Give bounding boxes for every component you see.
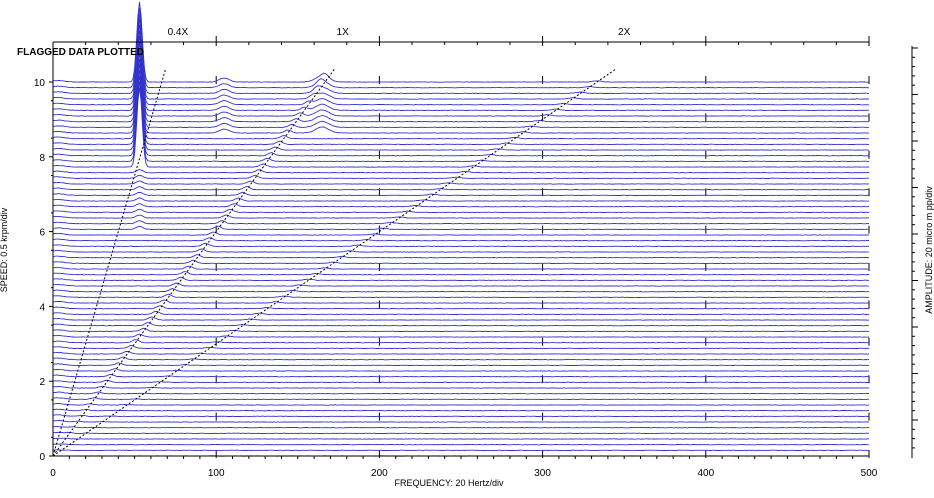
waterfall-trace [53,197,870,202]
waterfall-trace [52,373,869,378]
waterfall-trace [52,191,870,196]
amplitude-axis-title: AMPLITUDE: 20 micro m pp/div [924,186,934,314]
waterfall-trace [52,64,870,145]
waterfall-trace [52,52,870,134]
waterfall-trace [53,414,870,417]
waterfall-trace [52,299,870,304]
x-axis-title: FREQUENCY: 20 Hertz/div [394,478,504,488]
waterfall-trace [52,75,870,157]
order-lines [52,68,617,457]
waterfall-trace [52,180,870,185]
x-tick-labels: 0 100 200 300 400 500 [50,468,878,479]
waterfall-trace [52,220,870,225]
x-tick-label: 500 [861,468,878,479]
waterfall-trace [52,237,869,242]
waterfall-trace [52,276,870,281]
waterfall-trace [52,310,870,315]
waterfall-trace [52,402,870,406]
y-tick-label: 2 [39,377,45,388]
amplitude-scale [911,46,918,458]
waterfall-trace [53,1,870,83]
waterfall-trace [52,293,870,298]
waterfall-trace [52,368,870,372]
y-tick-label: 10 [34,78,46,89]
waterfall-trace [52,344,870,349]
waterfall-trace [53,449,870,451]
waterfall-trace [52,18,869,100]
flagged-data-label: FLAGGED DATA PLOTTED [17,47,144,58]
y-tick-label: 8 [39,153,45,164]
waterfall-trace [52,208,870,213]
waterfall-trace [52,265,870,270]
order-line [52,68,617,457]
waterfall-trace [52,259,870,264]
waterfall-trace [52,225,869,230]
waterfall-trace [52,58,870,140]
waterfall-trace [52,13,869,94]
waterfall-trace [52,397,870,400]
waterfall-trace [53,437,870,440]
waterfall-trace [52,248,869,253]
waterfall-trace [52,81,870,162]
waterfall-trace [52,231,870,236]
waterfall-trace [52,305,870,310]
y-tick-label: 0 [39,452,45,463]
waterfall-trace [52,30,870,111]
waterfall-trace [52,70,870,151]
x-tick-label: 200 [371,468,388,479]
order-label: 0.4X [168,27,189,38]
waterfall-trace [52,242,870,247]
waterfall-trace [52,379,870,383]
waterfall-trace [52,174,869,179]
y-tick-label: 4 [39,302,45,313]
waterfall-trace [53,408,870,412]
waterfall-trace [52,7,870,89]
waterfall-trace [52,333,870,338]
waterfall-trace [52,186,870,191]
waterfall-trace [52,254,870,259]
order-label: 2X [618,27,631,38]
waterfall-trace [52,425,870,429]
waterfall-trace [52,362,870,366]
x-tick-label: 400 [697,468,714,479]
waterfall-trace [52,35,869,117]
waterfall-trace [52,214,869,219]
y-tick-labels: 0 2 4 6 8 10 [34,78,53,463]
y-tick-label: 6 [39,228,45,239]
waterfall-traces [52,1,870,457]
waterfall-trace [52,327,869,332]
waterfall-trace [53,203,870,208]
waterfall-trace [52,339,870,344]
waterfall-trace [52,322,870,327]
order-label: 1X [337,27,350,38]
waterfall-trace [53,316,870,321]
waterfall-trace [52,47,869,128]
waterfall-trace [52,41,870,123]
y-axis-title: SPEED: 0.5 krpm/div [0,207,9,292]
waterfall-trace [53,288,870,293]
axes [52,41,869,457]
waterfall-trace [52,356,870,361]
waterfall-trace [52,443,870,446]
waterfall-trace [52,87,870,168]
waterfall-trace [53,24,869,106]
waterfall-trace [52,431,870,434]
order-labels: 0.4X 1X 2X [168,27,631,38]
x-tick-label: 0 [50,468,56,479]
waterfall-trace [52,169,869,174]
x-tick-label: 300 [534,468,551,479]
waterfall-trace [52,385,870,389]
waterfall-trace [52,420,870,423]
waterfall-trace [52,350,870,355]
waterfall-trace [52,271,869,276]
waterfall-trace [52,282,870,287]
x-tick-label: 100 [208,468,225,479]
waterfall-trace [52,391,869,395]
order-line [52,68,167,457]
